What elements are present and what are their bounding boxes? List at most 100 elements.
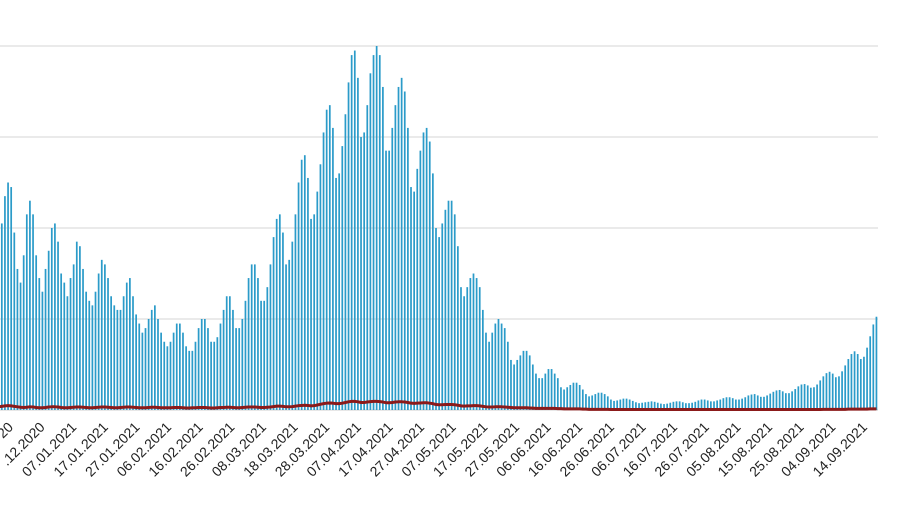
bar	[100, 259, 103, 410]
bar	[310, 218, 312, 410]
bar	[260, 300, 262, 410]
bar	[644, 402, 647, 410]
bar	[22, 255, 25, 410]
bar	[207, 328, 209, 410]
bar	[332, 127, 334, 411]
bar	[763, 396, 765, 410]
bar	[397, 86, 400, 410]
bar	[366, 105, 369, 411]
bar	[166, 346, 169, 410]
bar	[619, 399, 622, 410]
bar	[422, 132, 425, 410]
bar	[647, 401, 650, 410]
bar	[50, 228, 53, 410]
bar	[569, 384, 572, 410]
bar	[685, 403, 687, 410]
bar	[16, 268, 19, 410]
bar	[853, 351, 856, 410]
bar	[54, 223, 56, 410]
bar	[122, 296, 125, 410]
bar	[457, 246, 459, 410]
bar	[716, 400, 718, 410]
bar	[219, 323, 222, 410]
bar	[316, 191, 319, 410]
bar	[497, 319, 500, 410]
bar	[272, 237, 275, 410]
bar	[869, 336, 872, 410]
bar	[838, 376, 840, 410]
bar	[425, 127, 428, 411]
bar	[263, 300, 266, 410]
bar	[794, 389, 797, 410]
bar	[394, 105, 397, 411]
bar	[694, 401, 697, 410]
bar	[32, 214, 34, 410]
bar	[756, 395, 759, 410]
bar	[463, 296, 465, 410]
bar	[819, 380, 822, 410]
bar	[513, 364, 515, 410]
bar	[719, 399, 722, 410]
bar	[631, 400, 634, 410]
bar	[800, 384, 803, 410]
bar	[738, 399, 740, 410]
bar	[238, 328, 241, 410]
bar	[650, 401, 653, 410]
bar	[485, 332, 487, 410]
bar	[347, 82, 350, 411]
bar	[510, 359, 512, 410]
bar	[438, 237, 440, 410]
bar	[660, 403, 662, 410]
bar	[703, 399, 706, 410]
bar	[138, 323, 141, 410]
bar	[753, 394, 756, 410]
bar	[506, 341, 509, 410]
bar	[672, 401, 675, 410]
bar	[622, 398, 625, 411]
bar	[132, 296, 134, 410]
bar	[135, 314, 137, 410]
bar	[125, 282, 128, 410]
bar	[154, 305, 156, 410]
bar	[575, 382, 578, 410]
bar	[353, 50, 356, 411]
bar	[25, 214, 28, 410]
bar	[235, 328, 237, 410]
bar	[747, 395, 750, 410]
bar	[97, 273, 100, 410]
bar	[866, 347, 868, 410]
bar	[691, 402, 693, 410]
bar	[669, 402, 672, 410]
bar	[116, 309, 119, 410]
bar	[88, 300, 91, 410]
bar	[369, 73, 372, 411]
bar	[266, 287, 269, 410]
bar	[4, 196, 6, 410]
bar	[413, 191, 415, 410]
bar	[169, 341, 172, 410]
bar	[713, 401, 715, 410]
bar	[591, 395, 594, 410]
bar	[0, 223, 3, 410]
bar	[29, 200, 31, 410]
bar	[731, 398, 734, 410]
bar	[560, 387, 562, 410]
bar	[350, 55, 353, 410]
bar	[210, 341, 212, 410]
bar	[491, 332, 494, 410]
bar	[410, 187, 412, 410]
bar	[432, 173, 434, 410]
bar	[585, 394, 587, 410]
bar	[556, 378, 559, 410]
bar	[72, 264, 75, 410]
bar	[388, 150, 391, 410]
bar	[335, 177, 337, 410]
bar	[297, 182, 300, 410]
bar	[597, 392, 600, 410]
bar	[94, 291, 97, 410]
bar	[503, 328, 506, 410]
bar	[19, 282, 22, 410]
bar	[750, 394, 753, 410]
bar	[75, 241, 78, 410]
bar	[188, 350, 191, 410]
